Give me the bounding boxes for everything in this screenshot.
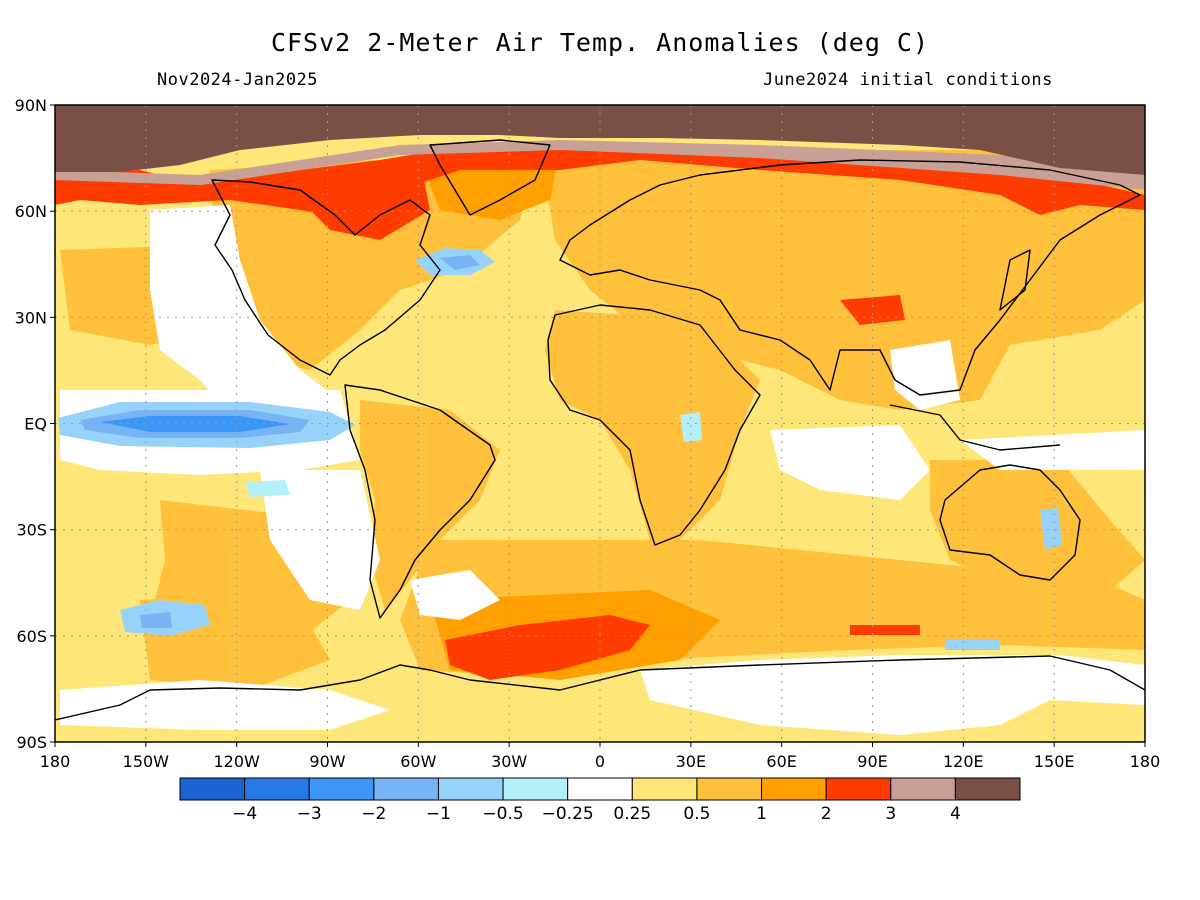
field-west-pacific-neutral (960, 430, 1145, 470)
graticule (55, 105, 1145, 742)
lon-label: 90W (309, 752, 345, 771)
colorbar-swatch (761, 777, 827, 801)
colorbar-label: 2 (821, 804, 832, 824)
field-south-pacific-cool-core (140, 612, 172, 628)
colorbar-swatch (308, 777, 375, 801)
coastlines (55, 139, 1145, 721)
field-west-antarctica-neutral (60, 680, 390, 730)
coast-australia (939, 464, 1081, 581)
lon-label: 150E (1034, 752, 1075, 771)
coast-eurasia (559, 159, 1141, 396)
lat-label: 90N (15, 96, 47, 115)
colorbar-swatch (567, 777, 633, 801)
colorbar-swatch (373, 777, 439, 801)
colorbar-label: −4 (232, 804, 257, 824)
lon-label: 90E (857, 752, 887, 771)
colorbar-swatch (825, 777, 892, 801)
lon-label: 180 (1130, 752, 1161, 771)
colorbar-swatch (179, 777, 246, 801)
lat-label: 90S (16, 733, 47, 752)
colorbar-label: 0.5 (683, 804, 710, 824)
colorbar-labels: −4 −3 −2 −1 −0.5 −0.25 0.25 0.5 1 2 3 4 (232, 804, 961, 824)
longitude-labels: 180 150W 120W 90W 60W 30W 0 30E 60E 90E 120E 150E 18… (40, 752, 1161, 771)
colorbar-swatch (890, 777, 956, 801)
field-se-pacific-cool (245, 480, 290, 497)
field-se-pacific-neutral (260, 470, 380, 610)
field-australia-cool (1040, 508, 1062, 550)
lon-label: 60W (400, 752, 436, 771)
colorbar (179, 777, 1021, 801)
field-africa-warm (545, 310, 760, 540)
colorbar-label: 4 (950, 804, 961, 824)
colorbar-label: 1 (756, 804, 767, 824)
field-ne-pacific-neutral (150, 205, 340, 440)
field-south-america-warm (360, 400, 500, 610)
colorbar-swatch (244, 777, 310, 801)
initial-conditions: June2024 initial conditions (763, 70, 1053, 90)
coast-africa (547, 304, 761, 546)
coast-greenland (429, 139, 551, 216)
lon-label: 30E (676, 752, 706, 771)
lon-label: 180 (40, 752, 71, 771)
coast-indonesia (889, 404, 1061, 451)
coast-antarctica (55, 655, 1145, 721)
field-canadian-arctic-red (300, 160, 430, 240)
colorbar-swatch (696, 777, 763, 801)
lon-label: 150W (123, 752, 170, 771)
colorbar-label: −1 (426, 804, 451, 824)
colorbar-swatch (954, 777, 1021, 801)
map-title: CFSv2 2-Meter Air Temp. Anomalies (deg C… (270, 28, 930, 57)
forecast-period: Nov2024-Jan2025 (157, 70, 319, 90)
lat-label: 30N (15, 308, 47, 327)
lon-label: 120E (943, 752, 984, 771)
coast-japan (999, 249, 1031, 311)
field-australia-warm (930, 460, 1145, 600)
colorbar-swatch (502, 777, 569, 801)
colorbar-swatch (631, 777, 698, 801)
colorbar-label: −0.5 (482, 804, 523, 824)
latitude-labels: 90N 60N 30N EQ 30S 60S 90S (15, 96, 47, 752)
lon-label: 60E (766, 752, 796, 771)
field-enso-cool-core (100, 416, 290, 432)
lat-label: 30S (16, 521, 47, 540)
colorbar-swatch (437, 777, 504, 801)
lon-label: 0 (595, 752, 605, 771)
lon-label: 30W (491, 752, 527, 771)
field-s-atlantic-neutral (410, 570, 500, 620)
field-indian-ocean-core (850, 625, 920, 635)
anomaly-field (55, 105, 1145, 742)
colorbar-label: 0.25 (613, 804, 651, 824)
field-antarctica-neutral (640, 655, 1145, 735)
colorbar-label: 3 (885, 804, 896, 824)
tick-marks (50, 104, 1146, 747)
field-indian-ocean-neutral (770, 425, 930, 500)
lon-label: 120W (213, 752, 260, 771)
coast-north-america (211, 179, 441, 376)
field-southern-indian-cool (945, 640, 1000, 650)
field-southern-ocean-core (445, 615, 650, 680)
field-arctic-pink-band (55, 140, 1145, 190)
coast-south-america (344, 384, 496, 619)
colorbar-label: −2 (361, 804, 386, 824)
colorbar-label: −3 (297, 804, 322, 824)
lat-label: 60S (16, 627, 47, 646)
lat-label: EQ (24, 415, 47, 434)
field-north-atlantic-cool-core (440, 255, 480, 270)
colorbar-label: −0.25 (542, 804, 594, 824)
lat-label: 60N (15, 202, 47, 221)
